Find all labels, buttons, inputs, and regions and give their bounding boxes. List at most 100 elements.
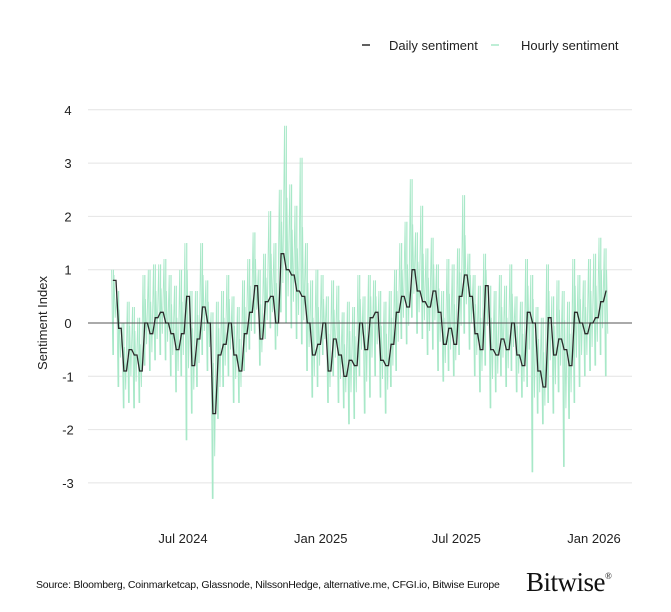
daily-sentiment-point <box>369 317 371 319</box>
daily-sentiment-point <box>285 269 287 271</box>
daily-sentiment-point <box>437 311 439 313</box>
daily-sentiment-point <box>458 295 460 297</box>
daily-sentiment-point <box>537 370 539 372</box>
daily-sentiment-point <box>558 338 560 340</box>
daily-sentiment-point <box>594 317 597 319</box>
daily-sentiment-point <box>532 322 534 324</box>
daily-sentiment-point <box>207 322 209 324</box>
legend: Daily sentiment Hourly sentiment <box>362 38 619 53</box>
daily-sentiment-point <box>306 322 308 324</box>
daily-sentiment-point <box>201 306 204 308</box>
daily-sentiment-point <box>526 311 529 313</box>
daily-sentiment-point <box>442 343 445 345</box>
y-tick-label: 2 <box>64 209 71 224</box>
daily-sentiment-point <box>228 322 230 324</box>
daily-sentiment-point <box>186 295 188 297</box>
y-tick-label: 0 <box>64 316 71 331</box>
daily-sentiment-point <box>353 365 356 367</box>
daily-sentiment-point <box>154 317 156 319</box>
daily-sentiment-point <box>516 354 518 356</box>
daily-sentiment-point <box>165 322 167 324</box>
daily-sentiment-point <box>495 354 497 356</box>
daily-sentiment-point <box>243 333 245 335</box>
daily-sentiment-point <box>500 338 502 340</box>
daily-sentiment-point <box>123 370 125 372</box>
x-tick-label: Jan 2025 <box>294 531 348 546</box>
daily-sentiment-point <box>269 295 272 297</box>
y-tick-label: -1 <box>62 369 74 384</box>
daily-sentiment-point <box>128 349 130 351</box>
bitwise-logo: Bitwise® <box>526 567 612 598</box>
daily-sentiment-point <box>421 301 424 303</box>
daily-sentiment-point <box>112 279 114 281</box>
daily-sentiment-point <box>380 359 382 361</box>
daily-sentiment-point <box>238 370 240 372</box>
daily-sentiment-point <box>563 349 565 351</box>
daily-sentiment-point <box>301 295 303 297</box>
daily-sentiment-point <box>474 333 476 335</box>
daily-sentiment-point <box>484 285 487 287</box>
daily-sentiment-point <box>275 322 277 324</box>
daily-sentiment-point <box>589 322 591 324</box>
daily-sentiment-point <box>149 333 151 335</box>
y-tick-label: -2 <box>62 423 74 438</box>
x-tick-label: Jan 2026 <box>567 531 621 546</box>
daily-sentiment-point <box>259 338 261 340</box>
daily-sentiment-point <box>296 290 298 292</box>
daily-sentiment-point <box>469 295 471 297</box>
daily-sentiment-point <box>233 354 235 356</box>
daily-sentiment-point <box>133 354 135 356</box>
daily-sentiment-point <box>322 322 324 324</box>
daily-sentiment-series <box>88 253 632 415</box>
daily-sentiment-point <box>385 365 387 367</box>
daily-sentiment-point <box>568 365 570 367</box>
y-tick-label: 1 <box>64 263 71 278</box>
daily-sentiment-point <box>521 365 523 367</box>
daily-sentiment-point <box>196 338 198 340</box>
daily-sentiment-point <box>432 290 434 292</box>
legend-hourly-label: Hourly sentiment <box>521 38 619 53</box>
daily-sentiment-point <box>600 301 602 303</box>
daily-sentiment-point <box>505 349 508 351</box>
daily-sentiment-point <box>416 290 418 292</box>
daily-sentiment-point <box>280 253 282 255</box>
x-axis-ticks: Jul 2024 Jan 2025 Jul 2025 Jan 2026 <box>158 531 620 546</box>
daily-sentiment-point <box>343 375 345 377</box>
hourly-sentiment-series <box>111 125 609 499</box>
daily-sentiment-point <box>427 306 429 308</box>
logo-text: Bitwise <box>526 567 606 597</box>
daily-sentiment-point <box>395 311 397 313</box>
daily-sentiment-point <box>479 349 481 351</box>
daily-sentiment-point <box>542 386 544 388</box>
legend-daily-label: Daily sentiment <box>389 38 478 53</box>
daily-sentiment-point <box>553 354 555 356</box>
daily-sentiment-point <box>448 327 450 329</box>
daily-sentiment-point <box>605 290 607 292</box>
daily-sentiment-point <box>290 274 293 276</box>
daily-sentiment-point <box>406 306 408 308</box>
daily-sentiment-point <box>573 311 576 313</box>
daily-sentiment-point <box>359 322 361 324</box>
daily-sentiment-point <box>175 349 177 351</box>
daily-sentiment-point <box>338 354 340 356</box>
daily-sentiment-point <box>170 333 172 335</box>
daily-sentiment-point <box>212 413 214 415</box>
daily-sentiment-point <box>144 322 146 324</box>
daily-sentiment-point <box>222 343 225 345</box>
daily-sentiment-point <box>191 365 193 367</box>
daily-sentiment-point <box>159 311 162 313</box>
daily-sentiment-point <box>547 317 549 319</box>
daily-sentiment-point <box>311 354 314 356</box>
registered-mark: ® <box>605 571 612 581</box>
y-tick-label: 4 <box>64 103 71 118</box>
daily-sentiment-point <box>327 370 329 372</box>
y-tick-label: 3 <box>64 156 71 171</box>
daily-sentiment-point <box>463 274 466 276</box>
daily-sentiment-point <box>332 338 335 340</box>
daily-sentiment-point <box>180 333 183 335</box>
source-note: Source: Bloomberg, Coinmarketcap, Glassn… <box>36 579 500 591</box>
daily-sentiment-point <box>374 311 377 313</box>
daily-sentiment-point <box>249 311 251 313</box>
daily-sentiment-point <box>453 343 455 345</box>
